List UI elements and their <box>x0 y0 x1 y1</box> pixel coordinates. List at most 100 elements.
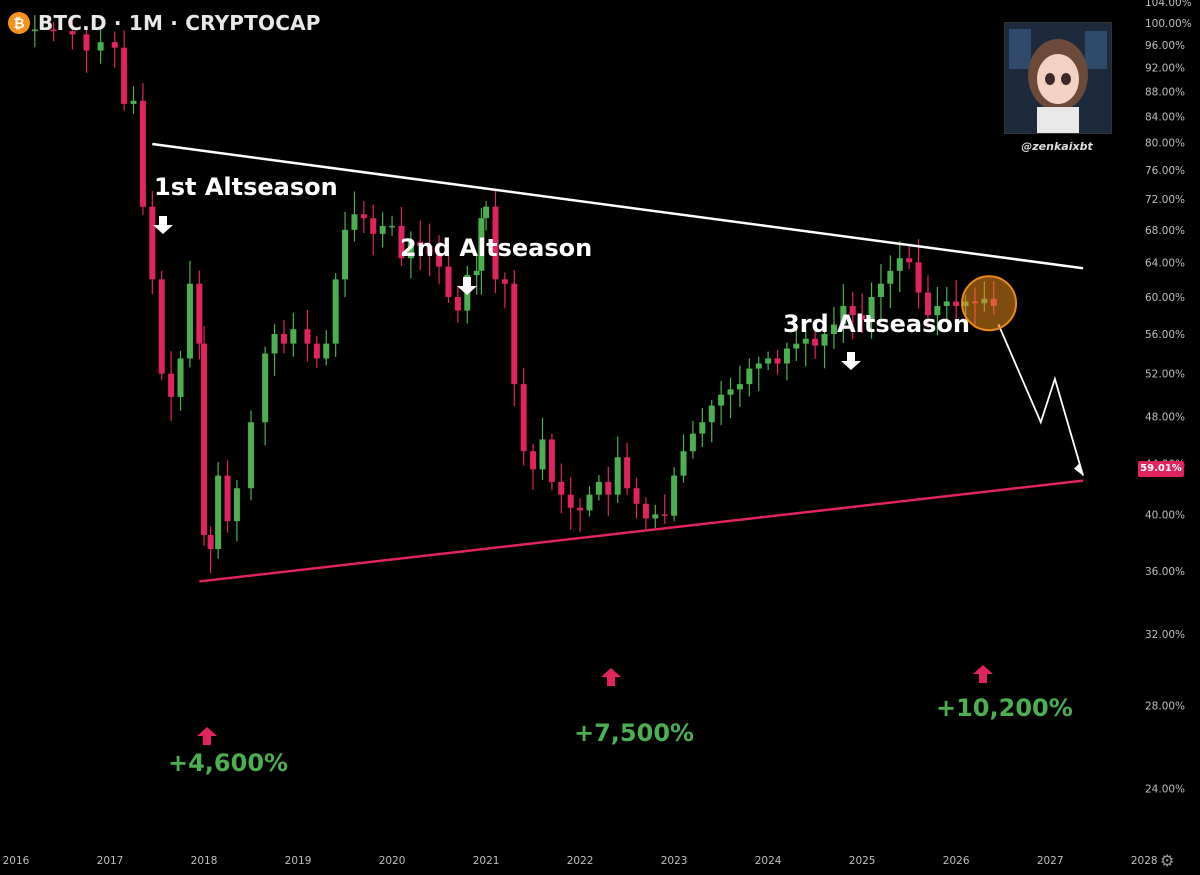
y-tick-label: 68.00% <box>1145 225 1185 237</box>
candle-body <box>652 514 659 519</box>
candle-body <box>332 279 339 344</box>
candle-body <box>727 389 734 395</box>
author-handle: @zenkaixbt <box>1021 140 1093 153</box>
y-tick-label: 48.00% <box>1145 412 1185 424</box>
candle-body <box>313 343 320 359</box>
candle-body <box>360 214 367 219</box>
candle-body <box>407 241 414 259</box>
candle-body <box>478 218 485 271</box>
y-tick-label: 96.00% <box>1145 40 1185 52</box>
candle-body <box>783 348 790 364</box>
candle-body <box>586 494 593 511</box>
candle-body <box>840 305 847 325</box>
support-arrow-1-icon <box>197 727 217 745</box>
candle-body <box>271 333 278 354</box>
y-tick-label: 36.00% <box>1145 566 1185 578</box>
candle-body <box>215 475 222 550</box>
annotation-second-altseason: 2nd Altseason <box>400 234 593 262</box>
candle-body <box>323 343 330 359</box>
candle-body <box>567 494 574 508</box>
btc-logo-icon: ₿ <box>8 12 30 34</box>
y-tick-label: 24.00% <box>1145 783 1185 795</box>
candle-body <box>577 507 584 511</box>
candle-body <box>454 296 461 311</box>
candle-body <box>868 296 875 320</box>
candle-body <box>708 405 715 423</box>
candle-body <box>436 254 443 267</box>
x-tick-label: 2025 <box>849 855 876 867</box>
candle-body <box>201 343 208 535</box>
y-tick-label: 100.00% <box>1145 18 1192 30</box>
candle-body <box>699 422 706 434</box>
candle-body <box>915 262 922 293</box>
projection-path <box>997 324 1084 476</box>
annotation-gain-1: +4,600% <box>168 749 289 777</box>
candle-body <box>370 218 377 234</box>
highlight-circle <box>961 275 1018 332</box>
avatar-image <box>1004 22 1112 134</box>
candle-body <box>186 283 193 359</box>
candle-body <box>802 338 809 344</box>
candle-body <box>530 451 537 470</box>
y-tick-label: 72.00% <box>1145 194 1185 206</box>
candle-body <box>671 475 678 516</box>
candle-body <box>821 333 828 346</box>
candle-body <box>520 384 527 452</box>
y-tick-label: 88.00% <box>1145 87 1185 99</box>
candle-body <box>31 29 38 32</box>
candle-body <box>196 283 203 344</box>
candle-body <box>207 534 214 550</box>
candle-body <box>793 343 800 349</box>
candle-body <box>877 283 884 297</box>
candle-body <box>426 245 433 255</box>
settings-gear-icon[interactable]: ⚙ <box>1160 851 1175 870</box>
candle-body <box>280 333 287 344</box>
candle-body <box>953 301 960 306</box>
candle-body <box>342 229 349 280</box>
x-tick-label: 2023 <box>661 855 688 867</box>
candle-body <box>934 305 941 316</box>
candle-body <box>624 457 631 489</box>
candle-body <box>896 258 903 271</box>
x-tick-label: 2026 <box>943 855 970 867</box>
x-tick-label: 2024 <box>755 855 782 867</box>
candle-body <box>351 214 358 230</box>
candle-body <box>558 481 565 495</box>
candle-body <box>812 338 819 346</box>
x-tick-label: 2020 <box>379 855 406 867</box>
x-tick-label: 2027 <box>1037 855 1064 867</box>
candle-body <box>859 315 866 320</box>
x-tick-label: 2021 <box>473 855 500 867</box>
candle-body <box>680 451 687 476</box>
y-tick-label: 32.00% <box>1145 629 1185 641</box>
x-tick-label: 2016 <box>3 855 30 867</box>
projection-arrowhead <box>1074 462 1084 476</box>
chart-header: ₿ BTC.D · 1M · CRYPTOCAP <box>8 10 321 36</box>
candle-body <box>262 353 269 423</box>
candle-body <box>633 488 640 504</box>
annotation-gain-3: +10,200% <box>936 694 1073 722</box>
candle-body <box>642 503 649 519</box>
symbol-title[interactable]: BTC.D · 1M · CRYPTOCAP <box>38 11 321 35</box>
candle-body <box>158 279 165 374</box>
last-price-badge: 59.01% <box>1138 461 1184 477</box>
y-tick-label: 104.00% <box>1145 0 1192 9</box>
candle-body <box>69 31 76 35</box>
x-tick-label: 2022 <box>567 855 594 867</box>
first-altseason-arrow-icon <box>153 216 173 234</box>
candle-body <box>765 358 772 364</box>
candle-body <box>736 384 743 390</box>
second-altseason-arrow-icon <box>457 277 477 295</box>
candle-body <box>539 439 546 470</box>
candle-body <box>511 283 518 385</box>
candle-body <box>605 481 612 495</box>
candle-body <box>130 100 137 104</box>
candle-body <box>168 373 175 397</box>
candle-body <box>417 241 424 246</box>
candle-body <box>224 475 231 522</box>
candle-body <box>139 100 146 207</box>
candle-body <box>445 266 452 297</box>
y-tick-label: 28.00% <box>1145 701 1185 713</box>
resistance-trendline <box>152 142 1084 270</box>
